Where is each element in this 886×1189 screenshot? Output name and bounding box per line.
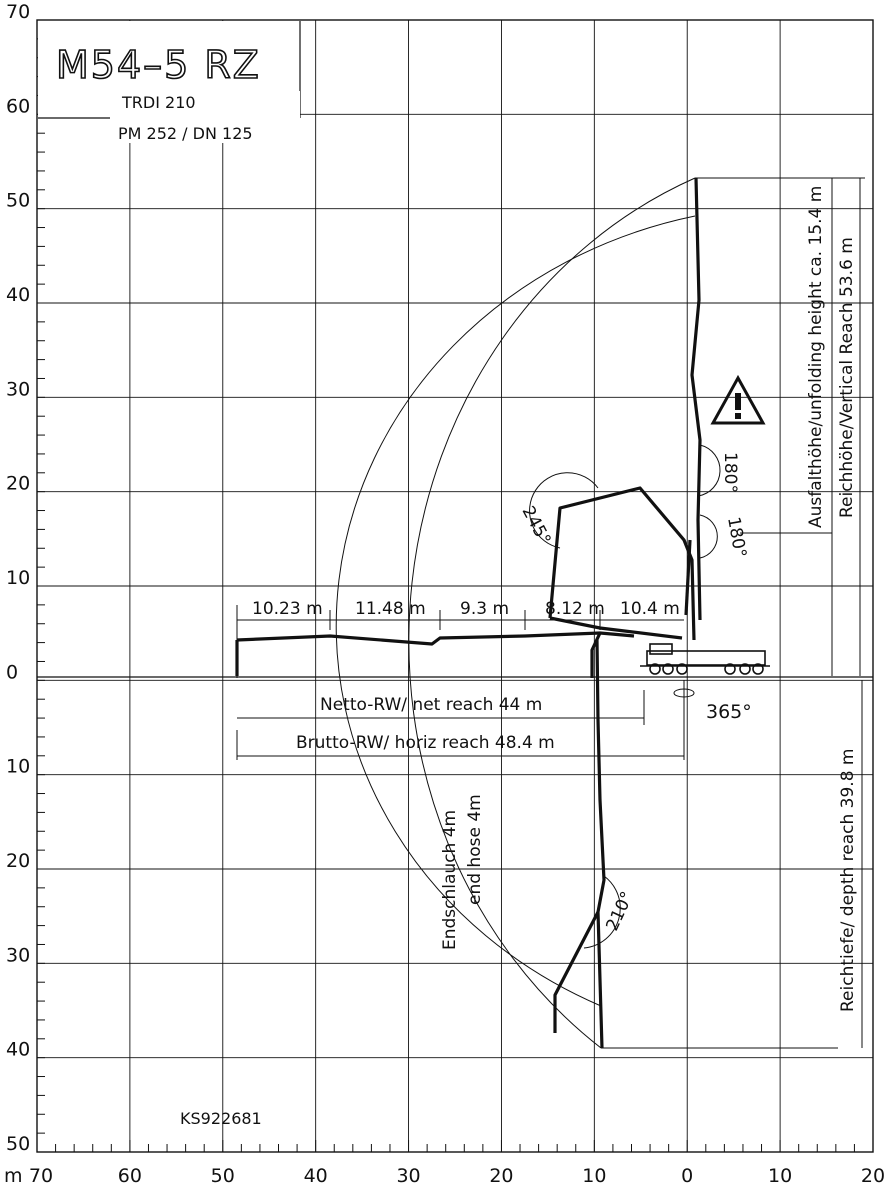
net-reach-label: Netto-RW/ net reach 44 m (320, 695, 542, 715)
y-axis-label: 60 (6, 95, 30, 117)
segment-label-5: 10.4 m (620, 599, 680, 619)
x-axis-label: 10 (768, 1165, 792, 1187)
x-axis-label: 20 (861, 1165, 885, 1187)
subtitle-2: PM 252 / DN 125 (118, 124, 253, 143)
outer-reach-arc (408, 177, 696, 1049)
x-axis-label: 20 (489, 1165, 513, 1187)
angle-180-top-label: 180° (720, 452, 740, 493)
y-axis-label: 20 (6, 850, 30, 872)
subtitle-bg (110, 91, 300, 143)
horiz-reach-label: Brutto-RW/ horiz reach 48.4 m (296, 733, 555, 753)
y-axis-label: 30 (6, 378, 30, 400)
x-axis-label: 70 (29, 1165, 53, 1187)
x-axis-label: 60 (118, 1165, 142, 1187)
angle-210-label: 210° (602, 889, 637, 935)
end-hose-de-label: Endschlauch 4m (440, 810, 460, 950)
y-axis-label: 30 (6, 944, 30, 966)
y-axis-label: 70 (6, 1, 30, 23)
rotation-label: 365° (706, 701, 752, 723)
x-axis-label: 40 (304, 1165, 328, 1187)
y-axis-label: 10 (6, 756, 30, 778)
y-axis-label: 50 (6, 190, 30, 212)
x-axis-labels: 70 60 50 40 30 20 10 0 10 20 (29, 1165, 885, 1187)
segment-label-4: 8.12 m (545, 599, 605, 619)
angle-180-mid-label: 180° (723, 515, 750, 559)
vertical-reach-label: Reichhöhe/Vertical Reach 53.6 m (837, 237, 857, 518)
boom-lower (553, 639, 606, 1049)
angle-arcs (529, 444, 721, 949)
end-hose-en-label: end hose 4m (465, 794, 485, 905)
segment-label-2: 11.48 m (355, 599, 426, 619)
x-axis-label: 0 (681, 1165, 693, 1187)
angle-245-label: 245° (518, 503, 555, 549)
y-axis-label: 50 (6, 1133, 30, 1155)
segment-label-1: 10.23 m (252, 599, 323, 619)
grid (36, 19, 874, 1153)
depth-reach-label: Reichtiefe/ depth reach 39.8 m (838, 749, 858, 1013)
y-axis-label: 40 (6, 284, 30, 306)
y-axis-label: 40 (6, 1039, 30, 1061)
warning-triangle-icon (710, 374, 766, 425)
segment-label-3: 9.3 m (460, 599, 509, 619)
y-axis-labels: 70 60 50 40 30 20 10 0 10 20 30 40 50 (6, 1, 30, 1155)
subtitle-1: TRDI 210 (121, 93, 196, 112)
y-ruler (37, 19, 45, 1153)
x-axis-label: 30 (396, 1165, 420, 1187)
truck (640, 643, 770, 675)
x-ruler (36, 1140, 874, 1152)
y-axis-label: 10 (6, 567, 30, 589)
x-axis-label: 50 (211, 1165, 235, 1187)
x-axis-label: 10 (582, 1165, 606, 1187)
y-axis-label: 0 (6, 661, 18, 683)
drawing-number: KS922681 (180, 1109, 262, 1128)
inner-reach-arc (335, 215, 696, 1007)
unfolding-height-label: Ausfalthöhe/unfolding height ca. 15.4 m (806, 186, 826, 528)
dimension-lines (236, 177, 865, 1049)
y-axis-label: 20 (6, 473, 30, 495)
title: M54–5 RZ (56, 43, 261, 87)
unit-label: m (4, 1165, 23, 1187)
